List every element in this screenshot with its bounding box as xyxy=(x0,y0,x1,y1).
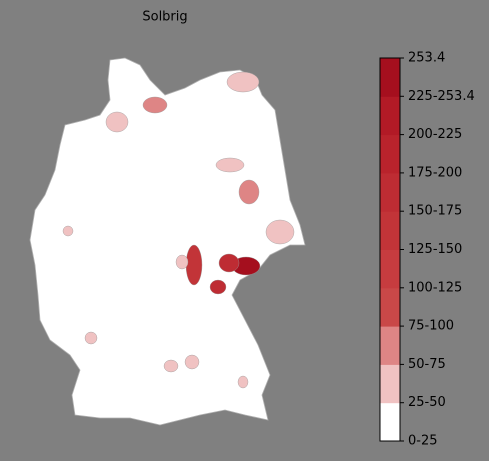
region xyxy=(142,96,168,114)
colorbar-label: 175-200 xyxy=(408,165,462,180)
region xyxy=(62,225,74,237)
region xyxy=(215,157,245,173)
region xyxy=(185,244,203,286)
region xyxy=(218,253,240,273)
colorbar-label: 25-50 xyxy=(408,395,446,410)
colorbar-label: 225-253.4 xyxy=(408,89,475,104)
colorbar-label: 75-100 xyxy=(408,319,454,334)
chart-title: Solbrig xyxy=(142,10,187,25)
colorbar-segment xyxy=(380,402,400,442)
region xyxy=(209,279,227,295)
colorbar-segment xyxy=(380,326,400,365)
colorbar-segment xyxy=(380,249,400,289)
colorbar-label: 253.4 xyxy=(408,51,445,66)
colorbar-segment xyxy=(380,364,400,404)
colorbar-label: 150-175 xyxy=(408,204,462,219)
colorbar-label: 200-225 xyxy=(408,127,462,142)
region xyxy=(237,375,249,389)
region xyxy=(163,359,179,373)
region xyxy=(184,354,200,370)
region xyxy=(265,219,295,245)
colorbar-segment xyxy=(380,211,400,250)
region xyxy=(105,111,129,133)
region xyxy=(84,331,98,345)
region xyxy=(238,179,260,205)
regions xyxy=(62,71,295,389)
colorbar-label: 0-25 xyxy=(408,434,438,449)
colorbar-label: 100-125 xyxy=(408,280,462,295)
colorbar-segment xyxy=(380,134,400,174)
colorbar-label: 125-150 xyxy=(408,242,462,257)
region xyxy=(175,254,189,270)
colorbar-segment xyxy=(380,287,400,327)
region xyxy=(226,71,260,93)
colorbar-label: 50-75 xyxy=(408,357,446,372)
colorbar-segment xyxy=(380,58,400,97)
colorbar-segment xyxy=(380,96,400,136)
colorbar-segment xyxy=(380,172,400,212)
